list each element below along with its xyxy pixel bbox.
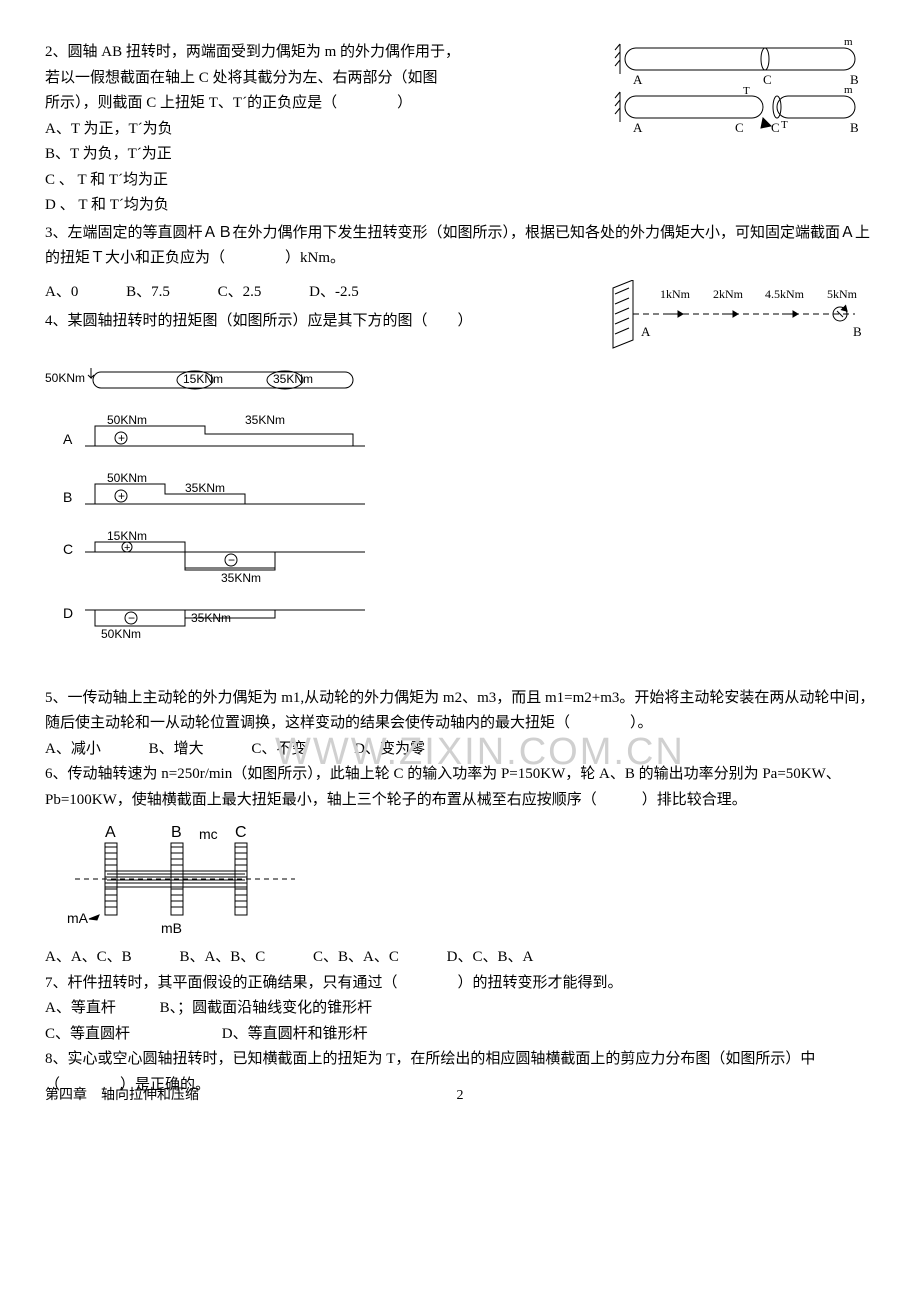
svg-text:A: A [633, 120, 643, 135]
q3-opts: A、0 B、7.5 C、2.5 D、-2.5 [45, 280, 605, 306]
q8-stem: 8、实心或空心圆轴扭转时，已知横截面上的扭矩为 T，在所绘出的相应圆轴横截面上的… [45, 1047, 875, 1098]
q6-optD: D、C、B、A [447, 949, 534, 965]
q2-figure: m A C B m T T A C C B [595, 40, 875, 140]
svg-text:A: A [633, 72, 643, 87]
svg-text:50KNm: 50KNm [45, 371, 85, 385]
svg-text:A: A [641, 324, 651, 339]
svg-text:B: B [171, 824, 182, 841]
q2-stem-3: 所示），则截面 C 上扭矩 T、T´的正负应是（ ） [45, 91, 595, 117]
q5-stem: 5、一传动轴上主动轮的外力偶矩为 m1,从动轮的外力偶矩为 m2、m3，而且 m… [45, 686, 875, 737]
q7-optB: B、；圆截面沿轴线变化的锥形杆 [160, 1000, 373, 1016]
svg-text:C: C [763, 72, 772, 87]
q5-opts: A、减小 B、增大 C、不变 D、变为零 [45, 737, 875, 763]
q7-optA: A、等直杆 [45, 996, 116, 1022]
svg-text:2kNm: 2kNm [713, 287, 744, 301]
svg-text:35KNm: 35KNm [185, 481, 225, 495]
svg-text:m: m [844, 40, 853, 48]
svg-text:C: C [735, 120, 744, 135]
svg-text:mA: mA [67, 910, 89, 926]
svg-text:35KNm: 35KNm [245, 413, 285, 427]
q5-optC: C、不变 [251, 741, 306, 757]
svg-text:B: B [853, 324, 862, 339]
q7-opts-row1: A、等直杆 B、；圆截面沿轴线变化的锥形杆 [45, 996, 875, 1022]
q6-optB: B、A、B、C [179, 949, 265, 965]
svg-text:+: + [118, 431, 125, 445]
q3-optA: A、0 [45, 284, 78, 300]
q4-figure: 50KNm 15KNm 35KNm A 50KNm 35KNm + B 50KN… [45, 366, 875, 686]
q7-opts-row2: C、等直圆杆 D、等直圆杆和锥形杆 [45, 1022, 875, 1048]
svg-text:15KNm: 15KNm [107, 529, 147, 543]
q7-optD: D、等直圆杆和锥形杆 [222, 1026, 368, 1042]
q3-figure: 1kNm 2kNm 4.5kNm 5kNm A B [605, 280, 875, 360]
q3-optB: B、7.5 [126, 284, 170, 300]
svg-text:50KNm: 50KNm [101, 627, 141, 641]
q2-optB: B、T 为负，T´为正 [45, 142, 595, 168]
svg-text:B: B [850, 120, 859, 135]
svg-text:C: C [63, 541, 73, 557]
svg-text:1kNm: 1kNm [660, 287, 691, 301]
q2-optC: C 、 T 和 T´均为正 [45, 168, 595, 194]
svg-text:B: B [63, 489, 72, 505]
q2-stem-2: 若以一假想截面在轴上 C 处将其截分为左、右两部分（如图 [45, 66, 595, 92]
q6-figure: A B C mA mB mc [65, 819, 875, 939]
svg-text:5kNm: 5kNm [827, 287, 858, 301]
svg-text:−: − [228, 553, 235, 567]
q6-optA: A、A、C、B [45, 949, 132, 965]
q3-optC: C、2.5 [218, 284, 262, 300]
q2-stem-1: 2、圆轴 AB 扭转时，两端面受到力偶矩为 m 的外力偶作用于， [45, 40, 595, 66]
svg-text:50KNm: 50KNm [107, 413, 147, 427]
q7-stem: 7、杆件扭转时，其平面假设的正确结果，只有通过（ ）的扭转变形才能得到。 [45, 971, 875, 997]
svg-text:A: A [63, 431, 73, 447]
svg-text:m: m [844, 84, 853, 96]
q6-opts: A、A、C、B B、A、B、C C、B、A、C D、C、B、A [45, 945, 875, 971]
svg-text:−: − [128, 611, 135, 625]
q5-optD: D、变为零 [354, 741, 425, 757]
svg-text:35KNm: 35KNm [191, 611, 231, 625]
q6-stem: 6、传动轴转速为 n=250r/min（如图所示），此轴上轮 C 的输入功率为 … [45, 762, 875, 813]
svg-text:C: C [235, 824, 247, 841]
svg-text:35KNm: 35KNm [273, 372, 313, 386]
q2-optA: A、T 为正，T´为负 [45, 117, 595, 143]
svg-text:mB: mB [161, 920, 182, 936]
q3-optD: D、-2.5 [309, 284, 359, 300]
svg-text:4.5kNm: 4.5kNm [765, 287, 805, 301]
q5-optA: A、减小 [45, 741, 101, 757]
svg-text:A: A [105, 824, 116, 841]
q7-optC: C、等直圆杆 [45, 1022, 130, 1048]
q4-stem: 4、某圆轴扭转时的扭矩图（如图所示）应是其下方的图（ ） [45, 309, 605, 335]
q2-optD: D 、 T 和 T´均为负 [45, 193, 595, 219]
q2-block: 2、圆轴 AB 扭转时，两端面受到力偶矩为 m 的外力偶作用于， 若以一假想截面… [45, 40, 875, 219]
svg-text:35KNm: 35KNm [221, 571, 261, 585]
svg-text:D: D [63, 605, 73, 621]
q5-optB: B、增大 [149, 741, 204, 757]
svg-text:T: T [743, 85, 750, 97]
svg-text:mc: mc [199, 826, 218, 842]
svg-text:+: + [118, 489, 125, 503]
svg-text:T: T [781, 119, 788, 131]
svg-text:15KNm: 15KNm [183, 372, 223, 386]
svg-text:50KNm: 50KNm [107, 471, 147, 485]
q3-stem: 3、左端固定的等直圆杆ＡＢ在外力偶作用下发生扭转变形（如图所示），根据已知各处的… [45, 221, 875, 272]
q6-optC: C、B、A、C [313, 949, 399, 965]
svg-text:C: C [771, 120, 780, 135]
